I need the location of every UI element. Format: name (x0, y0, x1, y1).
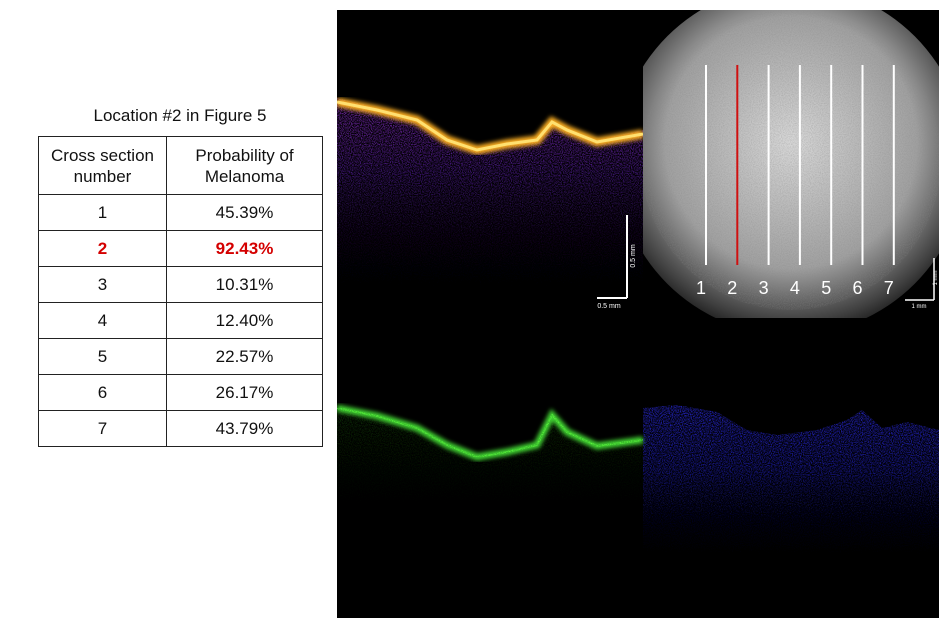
scale-label: 1 mm (933, 270, 939, 285)
probability-cell: 92.43% (167, 231, 323, 267)
header-cell: Probability of Melanoma (167, 137, 323, 195)
probability-cell: 45.39% (167, 195, 323, 231)
probability-cell: 12.40% (167, 303, 323, 339)
probability-cell: 43.79% (167, 411, 323, 447)
section-cell: 6 (39, 375, 167, 411)
section-label: 1 (696, 278, 706, 298)
probability-table: Cross section number Probability of Mela… (38, 136, 323, 447)
table-caption: Location #2 in Figure 5 (38, 106, 322, 126)
scale-label: 1 mm (912, 304, 927, 310)
section-label: 2 (727, 278, 737, 298)
probability-cell: 26.17% (167, 375, 323, 411)
section-label: 3 (759, 278, 769, 298)
section-cell: 3 (39, 267, 167, 303)
section-label: 4 (790, 278, 800, 298)
section-cell: 7 (39, 411, 167, 447)
section-label: 6 (852, 278, 862, 298)
section-label: 7 (884, 278, 894, 298)
probability-cell: 22.57% (167, 339, 323, 375)
section-cell: 5 (39, 339, 167, 375)
scale-label: 0.5 mm (630, 244, 637, 268)
section-cell: 4 (39, 303, 167, 339)
scale-label: 0.5 mm (597, 303, 621, 310)
header-cell: Cross section number (39, 137, 167, 195)
section-cell: 1 (39, 195, 167, 231)
section-cell: 2 (39, 231, 167, 267)
probability-cell: 10.31% (167, 267, 323, 303)
section-label: 5 (821, 278, 831, 298)
header-row: Cross section number Probability of Mela… (39, 137, 323, 195)
page: {"table": {"caption": "Location #2 in Fi… (0, 0, 939, 618)
figure-panels: 0.5 mm 0.5 mm 1 2 3 4 5 6 7 1 mm 1 mm (337, 10, 939, 618)
